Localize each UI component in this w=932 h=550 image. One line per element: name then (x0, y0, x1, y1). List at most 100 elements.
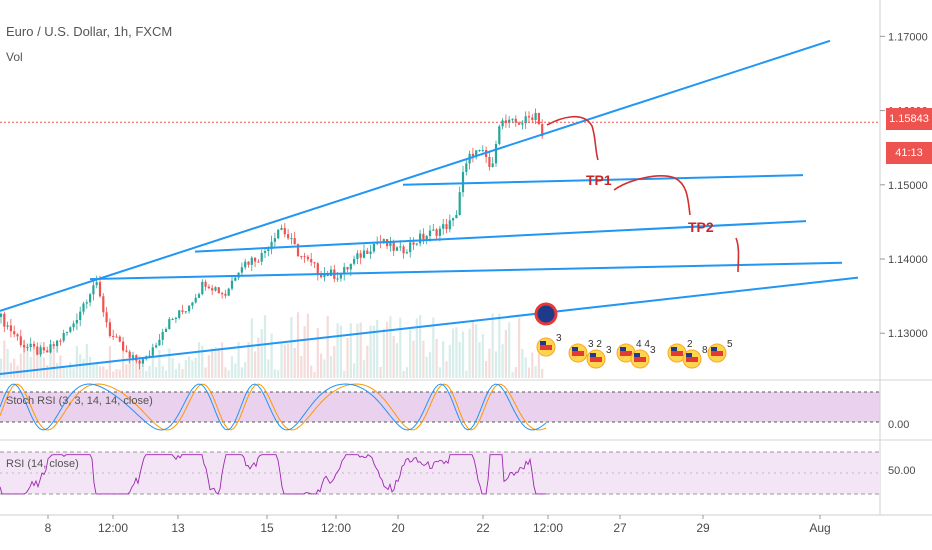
candle[interactable] (369, 251, 372, 254)
candle[interactable] (62, 332, 65, 341)
candle[interactable] (494, 144, 498, 164)
candle[interactable] (514, 118, 517, 123)
trend-line[interactable] (0, 276, 859, 376)
candle[interactable] (415, 243, 418, 245)
candle[interactable] (181, 310, 184, 312)
candle[interactable] (197, 294, 201, 298)
candle[interactable] (214, 287, 217, 291)
candle[interactable] (59, 340, 62, 342)
candle[interactable] (244, 261, 247, 268)
candle[interactable] (346, 267, 349, 270)
candle[interactable] (300, 256, 303, 258)
candle[interactable] (171, 319, 174, 321)
candle[interactable] (247, 261, 250, 265)
candle[interactable] (392, 241, 395, 251)
candle[interactable] (224, 293, 227, 296)
candle[interactable] (478, 150, 481, 152)
candle[interactable] (125, 350, 128, 352)
candle[interactable] (527, 116, 531, 118)
candle[interactable] (458, 192, 461, 215)
candle[interactable] (29, 343, 32, 348)
candle[interactable] (323, 273, 326, 278)
candle[interactable] (138, 360, 141, 364)
candle[interactable] (230, 280, 234, 289)
candle[interactable] (95, 282, 98, 286)
candle[interactable] (65, 331, 69, 333)
candle[interactable] (9, 325, 12, 332)
candle[interactable] (26, 347, 29, 349)
candle[interactable] (445, 224, 448, 230)
candle[interactable] (201, 281, 204, 295)
candle[interactable] (257, 261, 260, 263)
candle[interactable] (395, 247, 399, 251)
candle[interactable] (98, 282, 102, 297)
candle[interactable] (85, 302, 88, 304)
candle[interactable] (161, 331, 164, 340)
candle[interactable] (158, 339, 161, 346)
candle[interactable] (13, 331, 16, 335)
candle[interactable] (442, 224, 445, 229)
candle[interactable] (349, 263, 352, 270)
candle[interactable] (69, 327, 72, 332)
candle[interactable] (184, 311, 187, 313)
candle[interactable] (32, 343, 36, 347)
candle[interactable] (254, 257, 257, 262)
candle[interactable] (260, 253, 263, 262)
candle[interactable] (306, 256, 309, 260)
candle[interactable] (36, 346, 39, 355)
trend-lines[interactable] (0, 39, 880, 376)
economic-event-badge[interactable]: 3 2 (568, 339, 602, 363)
candle[interactable] (488, 156, 491, 167)
candle[interactable] (118, 336, 121, 342)
candle[interactable] (287, 234, 290, 239)
candle[interactable] (105, 312, 108, 323)
candle[interactable] (356, 253, 359, 259)
candle[interactable] (366, 250, 369, 254)
candle[interactable] (122, 341, 125, 351)
candle[interactable] (353, 258, 356, 264)
candle[interactable] (42, 347, 45, 351)
economic-event-badge[interactable]: 5 (707, 339, 733, 363)
trend-line[interactable] (402, 174, 804, 186)
candle[interactable] (52, 344, 55, 347)
candle[interactable] (39, 347, 42, 355)
candle[interactable] (359, 253, 362, 258)
candle[interactable] (56, 340, 59, 347)
candle[interactable] (461, 171, 465, 193)
candle[interactable] (504, 120, 507, 123)
candle[interactable] (49, 344, 52, 353)
candle[interactable] (211, 288, 214, 291)
time-axis[interactable]: 8 12:00 13 15 12:00 20 22 12:00 27 29 Aug (45, 515, 831, 535)
candle[interactable] (293, 238, 296, 245)
candle[interactable] (303, 256, 306, 258)
candle[interactable] (178, 310, 181, 318)
candle[interactable] (475, 150, 478, 156)
candle[interactable] (313, 262, 316, 264)
candles[interactable] (0, 108, 544, 370)
candle[interactable] (320, 274, 323, 278)
candle[interactable] (508, 119, 511, 123)
trend-line[interactable] (0, 39, 831, 312)
candle[interactable] (412, 242, 415, 245)
candle[interactable] (402, 246, 405, 254)
economic-event-badge[interactable]: 8 (682, 345, 708, 369)
candle[interactable] (155, 345, 158, 348)
candle[interactable] (108, 322, 111, 337)
candle[interactable] (204, 281, 207, 287)
candle[interactable] (6, 325, 9, 327)
candle[interactable] (524, 116, 527, 124)
candle[interactable] (141, 359, 144, 364)
candle[interactable] (250, 257, 253, 265)
candle[interactable] (329, 269, 333, 276)
candle[interactable] (501, 120, 504, 127)
candle[interactable] (3, 313, 6, 327)
candle[interactable] (511, 118, 514, 120)
candle[interactable] (72, 323, 75, 328)
selected-event-icon[interactable] (534, 302, 558, 326)
trend-line[interactable] (89, 261, 843, 281)
candle[interactable] (316, 263, 319, 275)
candle[interactable] (372, 243, 375, 252)
candle[interactable] (296, 244, 300, 257)
